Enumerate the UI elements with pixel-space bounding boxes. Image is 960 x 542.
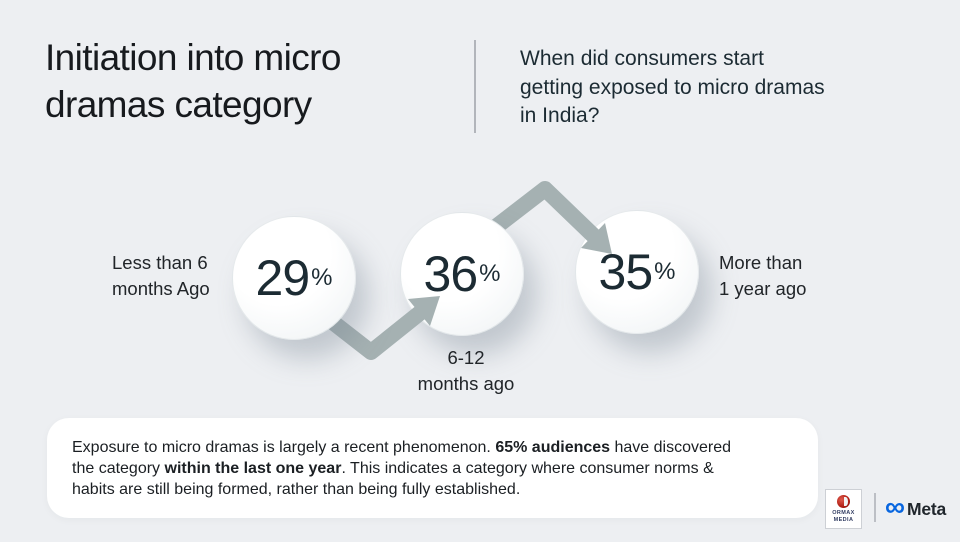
insight-card: Exposure to micro dramas is largely a re…	[47, 418, 818, 518]
page-title: Initiation into micro dramas category	[45, 37, 341, 125]
stat-unit: %	[654, 258, 676, 285]
header-divider	[474, 40, 476, 133]
insight-text: Exposure to micro dramas is largely a re…	[72, 437, 752, 500]
label-line: 6-12	[447, 347, 485, 368]
bubble-label-more-than-1-year: More than 1 year ago	[719, 250, 806, 302]
label-line: Less than 6	[112, 252, 208, 273]
label-line: More than	[719, 252, 803, 273]
insight-segment: within the last one year	[164, 460, 342, 477]
label-line: 1 year ago	[719, 278, 807, 299]
insight-segment: Exposure to micro dramas is largely a re…	[72, 439, 496, 456]
stat-value: 29	[255, 250, 311, 306]
ormax-logo-line1: ORMAX	[832, 510, 855, 516]
ormax-logo-line2: MEDIA	[833, 516, 854, 523]
label-line: months ago	[417, 373, 515, 394]
question-text: When did consumers start getting exposed…	[520, 47, 825, 127]
stat-bubble-less-than-6-months: 29%	[232, 216, 356, 340]
insight-segment: . This indicates a category where consum…	[72, 460, 714, 498]
footer-divider	[874, 493, 876, 522]
insight-segment: 65% audiences	[495, 439, 611, 456]
ormax-logo-text: ORMAX MEDIA	[832, 510, 854, 523]
stat-bubble-more-than-1-year: 35%	[575, 210, 699, 334]
stat-unit: %	[479, 260, 501, 287]
ormax-media-logo: ORMAX MEDIA	[825, 489, 862, 529]
stat-value: 36	[423, 246, 479, 302]
bubble-label-6-12-months: 6-12 months ago	[396, 345, 536, 397]
meta-logo-text: Meta	[906, 498, 947, 519]
meta-logo: ∞ Meta	[885, 492, 946, 526]
meta-infinity-icon: ∞	[885, 491, 905, 522]
label-line: months Ago	[112, 278, 210, 299]
ormax-logo-icon	[837, 495, 850, 508]
insight-segment: have discovered the category	[72, 439, 732, 477]
stat-unit: %	[311, 264, 333, 291]
bubble-label-less-than-6-months: Less than 6 months Ago	[112, 250, 210, 302]
stat-bubble-6-12-months: 36%	[400, 212, 524, 336]
stat-value: 35	[598, 244, 654, 300]
